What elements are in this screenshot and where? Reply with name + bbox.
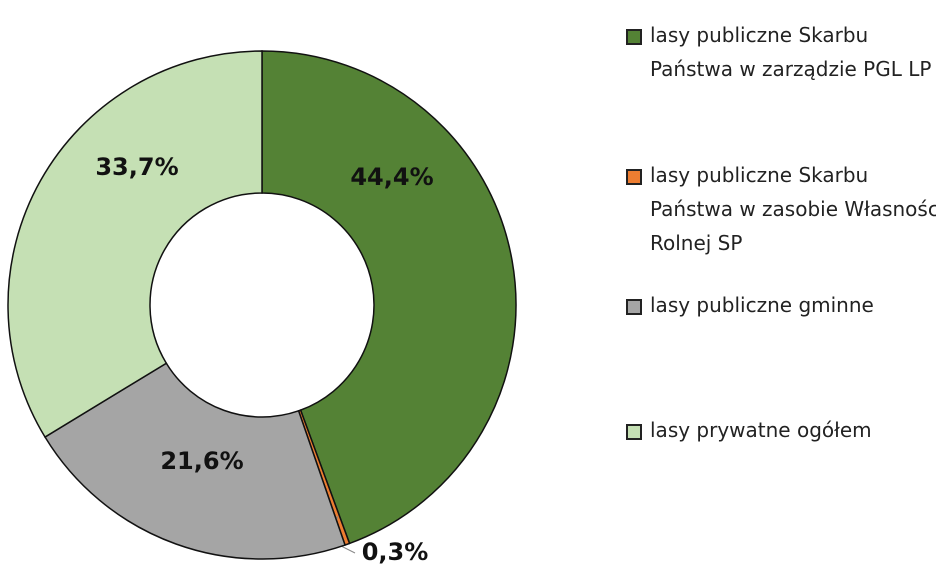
legend-swatch (626, 299, 642, 315)
legend-label: lasy publiczne Skarbu Państwa w zasobie … (650, 163, 936, 255)
legend-label: lasy publiczne Skarbu Państwa w zarządzi… (650, 23, 932, 81)
legend-swatch (626, 424, 642, 440)
legend-swatch (626, 169, 642, 185)
legend-item: lasy prywatne ogółem (626, 413, 936, 447)
data-label: 0,3% (362, 538, 429, 566)
data-label: 21,6% (160, 447, 243, 475)
legend-label: lasy prywatne ogółem (650, 418, 872, 442)
legend-item: lasy publiczne gminne (626, 288, 936, 322)
legend-swatch (626, 29, 642, 45)
legend-label: lasy publiczne gminne (650, 293, 874, 317)
legend-item: lasy publiczne Skarbu Państwa w zarządzi… (626, 18, 936, 86)
donut-segment (261, 50, 517, 545)
data-label: 44,4% (350, 163, 433, 191)
donut-segment (7, 50, 263, 439)
legend-item: lasy publiczne Skarbu Państwa w zasobie … (626, 158, 936, 260)
data-label: 33,7% (95, 153, 178, 181)
donut-segment (43, 362, 346, 560)
